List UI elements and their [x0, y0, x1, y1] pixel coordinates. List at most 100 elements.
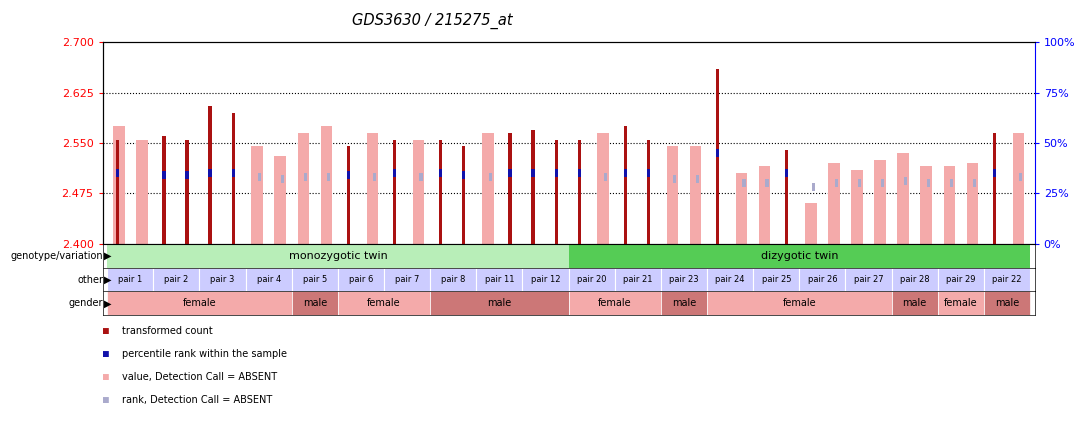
Text: monozygotic twin: monozygotic twin	[288, 251, 388, 261]
Text: pair 22: pair 22	[993, 275, 1022, 284]
Text: pair 4: pair 4	[257, 275, 281, 284]
Bar	[374, 173, 377, 181]
Bar	[984, 268, 1030, 291]
Text: pair 21: pair 21	[623, 275, 652, 284]
Bar	[716, 149, 719, 157]
Bar	[430, 291, 568, 315]
Bar	[430, 268, 476, 291]
Text: pair 26: pair 26	[808, 275, 837, 284]
Text: pair 7: pair 7	[395, 275, 419, 284]
Bar	[892, 268, 937, 291]
Text: ■: ■	[103, 326, 108, 336]
Bar	[252, 147, 262, 244]
Bar	[162, 136, 165, 244]
Bar	[338, 268, 384, 291]
Bar	[292, 268, 338, 291]
Text: transformed count: transformed count	[122, 326, 213, 336]
Bar	[811, 183, 814, 191]
Bar	[858, 179, 861, 187]
Bar	[153, 268, 200, 291]
Text: female: female	[598, 298, 632, 308]
Bar	[208, 106, 212, 244]
Text: pair 8: pair 8	[441, 275, 465, 284]
Bar	[846, 268, 892, 291]
Bar	[245, 268, 292, 291]
Bar	[661, 268, 707, 291]
Bar	[967, 163, 978, 244]
Bar	[578, 139, 581, 244]
Text: pair 23: pair 23	[670, 275, 699, 284]
Bar	[875, 160, 886, 244]
Bar	[950, 179, 954, 187]
Bar	[881, 179, 885, 187]
Bar	[707, 291, 892, 315]
Bar	[568, 268, 615, 291]
Bar	[488, 173, 491, 181]
Bar	[661, 291, 707, 315]
Text: ▶: ▶	[105, 251, 112, 261]
Bar	[735, 173, 747, 244]
Bar	[647, 139, 650, 244]
Bar	[993, 169, 996, 177]
Bar	[281, 175, 284, 183]
Bar	[604, 173, 607, 181]
Bar	[568, 291, 661, 315]
Bar	[624, 169, 627, 177]
Text: male: male	[995, 298, 1020, 308]
Bar	[805, 203, 816, 244]
Bar	[973, 179, 976, 187]
Bar	[531, 169, 535, 177]
Bar	[258, 173, 261, 181]
Bar	[231, 113, 234, 244]
Bar	[136, 139, 148, 244]
Bar	[476, 268, 523, 291]
Text: pair 28: pair 28	[900, 275, 930, 284]
Text: male: male	[302, 298, 327, 308]
Bar	[303, 173, 307, 181]
Bar	[828, 163, 839, 244]
Bar	[554, 139, 557, 244]
Bar	[509, 169, 512, 177]
Bar	[597, 133, 609, 244]
Text: pair 1: pair 1	[118, 275, 143, 284]
Bar	[462, 147, 465, 244]
Bar	[742, 179, 745, 187]
Bar	[759, 166, 770, 244]
Bar	[984, 291, 1030, 315]
Bar	[231, 169, 234, 177]
Bar	[1013, 133, 1024, 244]
Text: value, Detection Call = ABSENT: value, Detection Call = ABSENT	[122, 372, 278, 382]
Bar	[117, 139, 120, 244]
Bar	[509, 133, 512, 244]
Text: dizygotic twin: dizygotic twin	[760, 251, 838, 261]
Bar	[327, 173, 330, 181]
Bar	[554, 169, 557, 177]
Bar	[384, 268, 430, 291]
Bar	[944, 166, 955, 244]
Bar	[897, 153, 909, 244]
Text: GDS3630 / 215275_at: GDS3630 / 215275_at	[352, 13, 512, 29]
Bar	[107, 244, 568, 268]
Text: genotype/variation: genotype/variation	[11, 251, 103, 261]
Bar	[531, 130, 535, 244]
Bar	[440, 139, 443, 244]
Bar	[347, 171, 350, 179]
Text: male: male	[903, 298, 927, 308]
Bar	[937, 291, 984, 315]
Bar	[697, 175, 700, 183]
Text: ■: ■	[103, 395, 108, 405]
Bar	[753, 268, 799, 291]
Bar	[799, 268, 846, 291]
Bar	[673, 175, 676, 183]
Text: ▶: ▶	[105, 298, 112, 308]
Bar	[927, 179, 930, 187]
Text: male: male	[672, 298, 697, 308]
Bar	[440, 169, 443, 177]
Bar	[367, 133, 378, 244]
Bar	[393, 139, 396, 244]
Text: pair 11: pair 11	[485, 275, 514, 284]
Bar	[647, 169, 650, 177]
Bar	[716, 69, 719, 244]
Bar	[615, 268, 661, 291]
Bar	[666, 147, 678, 244]
